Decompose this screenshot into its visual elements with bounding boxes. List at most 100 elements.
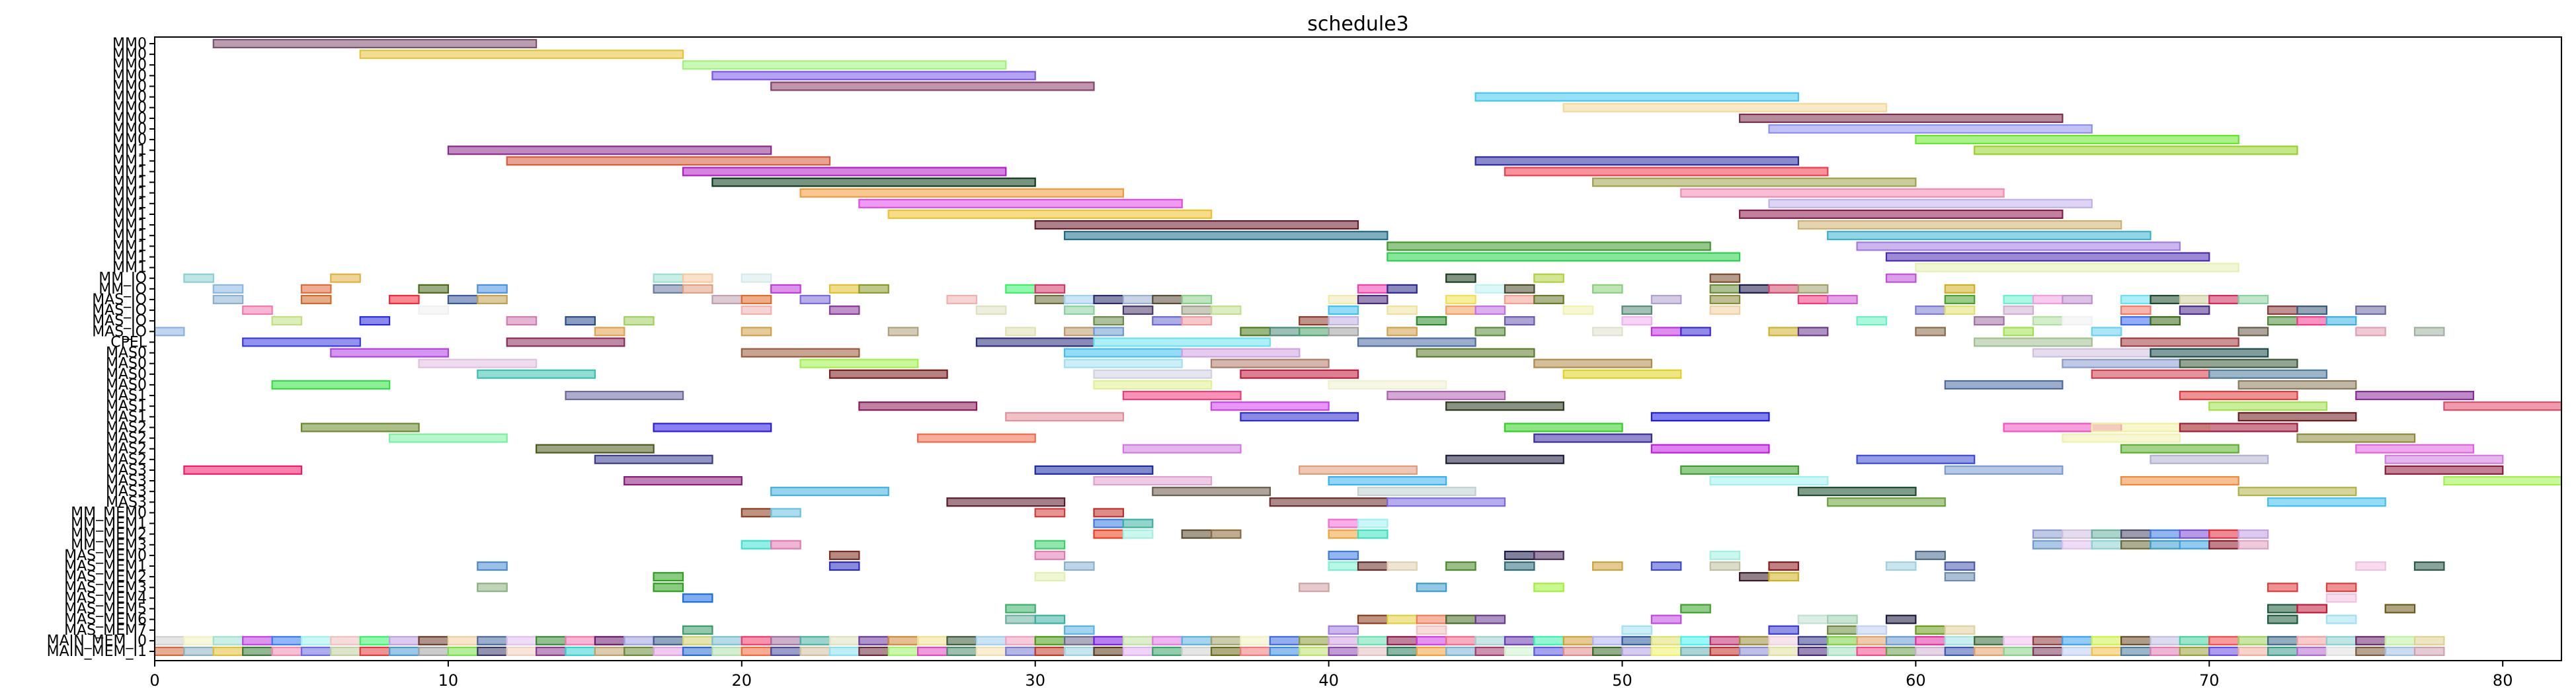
gantt-bar: [535, 646, 567, 656]
gantt-bar: [1034, 550, 1066, 560]
gantt-bar: [2325, 583, 2357, 593]
gantt-bar: [1328, 625, 1359, 635]
gantt-bar: [1944, 625, 1976, 635]
gantt-bar: [858, 198, 1183, 208]
gantt-bar: [1768, 124, 2093, 134]
gantt-bar: [2091, 529, 2122, 539]
gantt-bar: [1034, 646, 1066, 656]
gantt-bar: [2237, 487, 2357, 497]
gantt-bar: [2267, 604, 2298, 614]
gantt-bar: [506, 156, 831, 166]
gantt-bar: [1915, 550, 1946, 560]
gantt-bar: [388, 294, 420, 304]
y-tick-label: MAS3: [106, 494, 147, 511]
gantt-bar: [1974, 337, 2093, 347]
x-tick-label: 20: [732, 671, 752, 690]
gantt-bar: [2120, 337, 2239, 347]
gantt-bar: [2003, 327, 2034, 337]
gantt-bar: [2120, 646, 2152, 656]
gantt-bar: [594, 454, 713, 464]
gantt-bar: [2150, 529, 2181, 539]
gantt-bar: [1093, 475, 1213, 486]
gantt-bar: [1299, 316, 1330, 326]
gantt-bar: [711, 71, 1036, 81]
gantt-bar: [2120, 294, 2152, 304]
gantt-bar: [741, 327, 772, 337]
gantt-bar: [1650, 561, 1682, 571]
gantt-bar: [2325, 636, 2357, 645]
gantt-bar: [1709, 284, 1741, 294]
gantt-bar: [1093, 646, 1125, 656]
gantt-bar: [1797, 487, 1917, 497]
gantt-bar: [594, 327, 625, 337]
gantt-bar: [828, 306, 860, 315]
gantt-bar: [624, 636, 655, 645]
y-tick-label: MM0: [112, 67, 147, 84]
gantt-bar: [2384, 646, 2416, 656]
gantt-bar: [1093, 316, 1125, 326]
gantt-bar: [1474, 92, 1800, 102]
gantt-bar: [1533, 294, 1564, 304]
gantt-bar: [1562, 646, 1594, 656]
gantt-bar: [418, 646, 450, 656]
gantt-bar: [1445, 273, 1476, 283]
gantt-bar: [1650, 646, 1682, 656]
gantt-bar: [1827, 646, 1858, 656]
gantt-bar: [1181, 636, 1213, 645]
gantt-bar: [946, 497, 1066, 507]
gantt-bar: [300, 294, 332, 304]
y-tick-label: MAS_IO: [92, 313, 147, 329]
y-tick-label: MAS1: [106, 388, 147, 404]
gantt-bar: [1533, 646, 1564, 656]
gantt-bar: [1093, 327, 1125, 337]
gantt-bar: [2443, 401, 2563, 411]
gantt-bar: [2032, 529, 2064, 539]
gantt-bar: [271, 646, 303, 656]
gantt-bar: [1621, 625, 1653, 635]
gantt-bar: [2091, 636, 2122, 645]
gantt-bar: [1387, 284, 1418, 294]
y-tick-label: CPEL: [110, 334, 147, 350]
y-tick-label: MM_MEM3: [71, 537, 147, 554]
gantt-bar: [1445, 561, 1476, 571]
gantt-bar: [212, 38, 538, 48]
gantt-bar: [1650, 327, 1682, 337]
gantt-bar: [2267, 583, 2298, 593]
gantt-bar: [1856, 316, 1888, 326]
gantt-bar: [300, 636, 332, 645]
gantt-bar: [565, 316, 596, 326]
gantt-bar: [1562, 369, 1682, 379]
y-tick-label: MM1: [112, 217, 147, 233]
gantt-bar: [2296, 306, 2328, 315]
gantt-bar: [2062, 358, 2181, 368]
gantt-bar: [1621, 306, 1653, 315]
gantt-bar: [447, 646, 479, 656]
gantt-bar: [1739, 284, 1770, 294]
gantt-bar: [1974, 636, 2005, 645]
gantt-bar: [1533, 273, 1564, 283]
gantt-bar: [1827, 614, 1858, 624]
gantt-bar: [1416, 316, 1447, 326]
gantt-bar: [2032, 294, 2064, 304]
gantt-bar: [1944, 294, 1976, 304]
y-tick-label: MM1: [112, 238, 147, 255]
gantt-bar: [1709, 294, 1741, 304]
y-tick-label: MM1: [112, 227, 147, 244]
gantt-bar: [1856, 646, 1888, 656]
gantt-bar: [2150, 348, 2269, 358]
gantt-bar: [1739, 572, 1770, 582]
gantt-bar: [653, 646, 684, 656]
gantt-bar: [1445, 636, 1476, 645]
gantt-bar: [506, 337, 625, 347]
gantt-bar: [1827, 231, 2152, 241]
gantt-bar: [1328, 529, 1359, 539]
gantt-bar: [1328, 327, 1359, 337]
gantt-bar: [2179, 306, 2210, 315]
gantt-bar: [1093, 518, 1125, 528]
gantt-bar: [1210, 636, 1242, 645]
gantt-bar: [2179, 529, 2210, 539]
gantt-bar: [1357, 561, 1389, 571]
gantt-bar: [535, 636, 567, 645]
gantt-bar: [2120, 475, 2239, 486]
gantt-bar: [1063, 625, 1095, 635]
